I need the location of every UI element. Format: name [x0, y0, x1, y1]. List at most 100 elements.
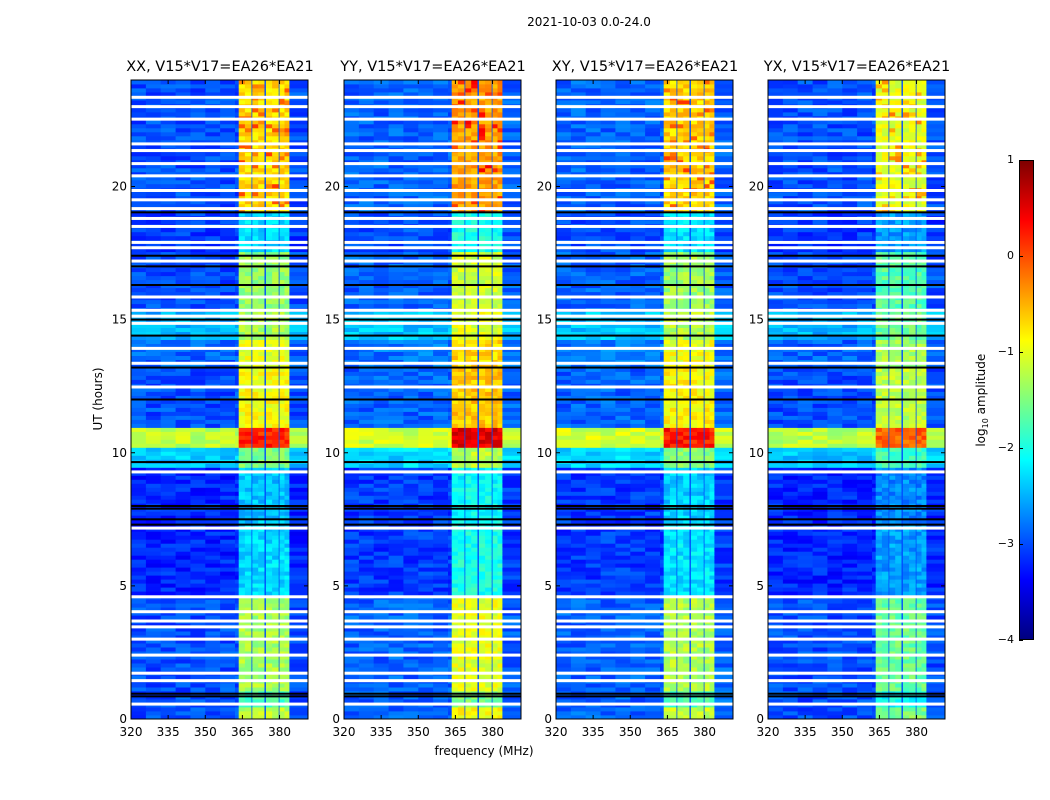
heatmap-cell	[344, 519, 360, 524]
heatmap-cell	[418, 483, 434, 488]
heatmap-cell	[145, 699, 162, 704]
heatmap-cell	[471, 707, 478, 712]
heatmap-cell	[433, 655, 449, 660]
heatmap-cell	[258, 315, 265, 320]
heatmap-cell	[244, 647, 252, 652]
heatmap-cell	[220, 123, 236, 129]
heatmap-cell	[205, 227, 221, 233]
heatmap-cell	[279, 571, 285, 576]
heatmap-cell	[265, 583, 273, 588]
heatmap-cell	[265, 687, 273, 692]
heatmap-cell	[418, 567, 434, 572]
heatmap-cell	[478, 247, 486, 253]
heatmap-cell	[403, 571, 419, 576]
heatmap-cell	[451, 323, 459, 328]
heatmap-cell	[272, 219, 279, 225]
heatmap-cell	[502, 699, 522, 704]
heatmap-cell	[485, 439, 492, 444]
heatmap-cell	[145, 331, 162, 336]
heatmap-cell	[131, 231, 147, 237]
heatmap-cell	[485, 311, 492, 316]
heatmap-cell	[279, 143, 285, 149]
heatmap-cell	[289, 203, 309, 209]
heatmap-cell	[258, 439, 265, 444]
heatmap-cell	[433, 511, 449, 516]
heatmap-cell	[160, 467, 176, 472]
heatmap-cell	[272, 123, 279, 129]
heatmap-cell	[358, 435, 375, 440]
heatmap-cell	[497, 227, 503, 233]
heatmap-cell	[465, 579, 472, 584]
heatmap-cell	[252, 419, 259, 424]
heatmap-cell	[205, 371, 221, 376]
heatmap-cell	[220, 167, 236, 173]
heatmap-cell	[252, 643, 259, 648]
heatmap-cell	[190, 483, 206, 488]
heatmap-cell	[457, 711, 465, 716]
heatmap-cell	[131, 603, 147, 608]
heatmap-cell	[289, 423, 309, 428]
heatmap-cell	[433, 351, 449, 356]
heatmap-cell	[265, 315, 273, 320]
heatmap-cell	[175, 227, 191, 233]
heatmap-cell	[258, 443, 265, 448]
heatmap-cell	[492, 579, 498, 584]
heatmap-cell	[451, 287, 459, 293]
heatmap-cell	[190, 339, 206, 344]
heatmap-cell	[403, 395, 419, 400]
heatmap-cell	[272, 511, 279, 516]
heatmap-cell	[502, 287, 522, 293]
heatmap-cell	[265, 271, 273, 277]
heatmap-cell	[451, 599, 459, 604]
heatmap-cell	[388, 535, 404, 540]
heatmap-cell	[235, 423, 240, 428]
heatmap-cell	[403, 591, 419, 596]
heatmap-cell	[457, 659, 465, 664]
heatmap-cell	[265, 435, 273, 440]
heatmap-cell	[492, 235, 498, 241]
heatmap-cell	[252, 543, 259, 548]
heatmap-cell	[190, 547, 206, 552]
heatmap-cell	[358, 611, 375, 616]
heatmap-cell	[220, 367, 236, 372]
heatmap-cell	[279, 335, 285, 340]
heatmap-cell	[497, 467, 503, 472]
heatmap-cell	[272, 499, 279, 504]
heatmap-cell	[388, 539, 404, 544]
heatmap-cell	[358, 567, 375, 572]
heatmap-cell	[190, 579, 206, 584]
heatmap-cell	[160, 219, 176, 225]
heatmap-cell	[358, 375, 375, 380]
heatmap-cell	[502, 499, 522, 504]
heatmap-cell	[403, 243, 419, 249]
heatmap-cell	[502, 531, 522, 536]
heatmap-cell	[485, 475, 492, 480]
heatmap-cell	[131, 167, 147, 173]
heatmap-cell	[272, 183, 279, 189]
heatmap-cell	[175, 179, 191, 185]
heatmap-cell	[497, 643, 503, 648]
heatmap-cell	[244, 375, 252, 380]
flagged-data-line	[131, 240, 308, 244]
heatmap-cell	[175, 655, 191, 660]
heatmap-cell	[131, 171, 147, 177]
heatmap-cell	[175, 275, 191, 281]
heatmap-cell	[492, 355, 498, 360]
heatmap-cell	[457, 647, 465, 652]
heatmap-cell	[284, 387, 290, 392]
heatmap-cell	[258, 375, 265, 380]
heatmap-cell	[244, 511, 252, 516]
heatmap-cell	[238, 267, 246, 273]
heatmap-cell	[279, 531, 285, 536]
heatmap-cell	[502, 675, 522, 680]
heatmap-cell	[205, 275, 221, 281]
heatmap-cell	[502, 711, 522, 716]
heatmap-cell	[284, 655, 290, 660]
heatmap-cell	[492, 343, 498, 348]
heatmap-cell	[265, 495, 273, 500]
heatmap-cell	[279, 183, 285, 189]
heatmap-cell	[279, 391, 285, 396]
heatmap-cell	[284, 127, 290, 133]
heatmap-cell	[485, 231, 492, 237]
heatmap-cell	[205, 271, 221, 277]
